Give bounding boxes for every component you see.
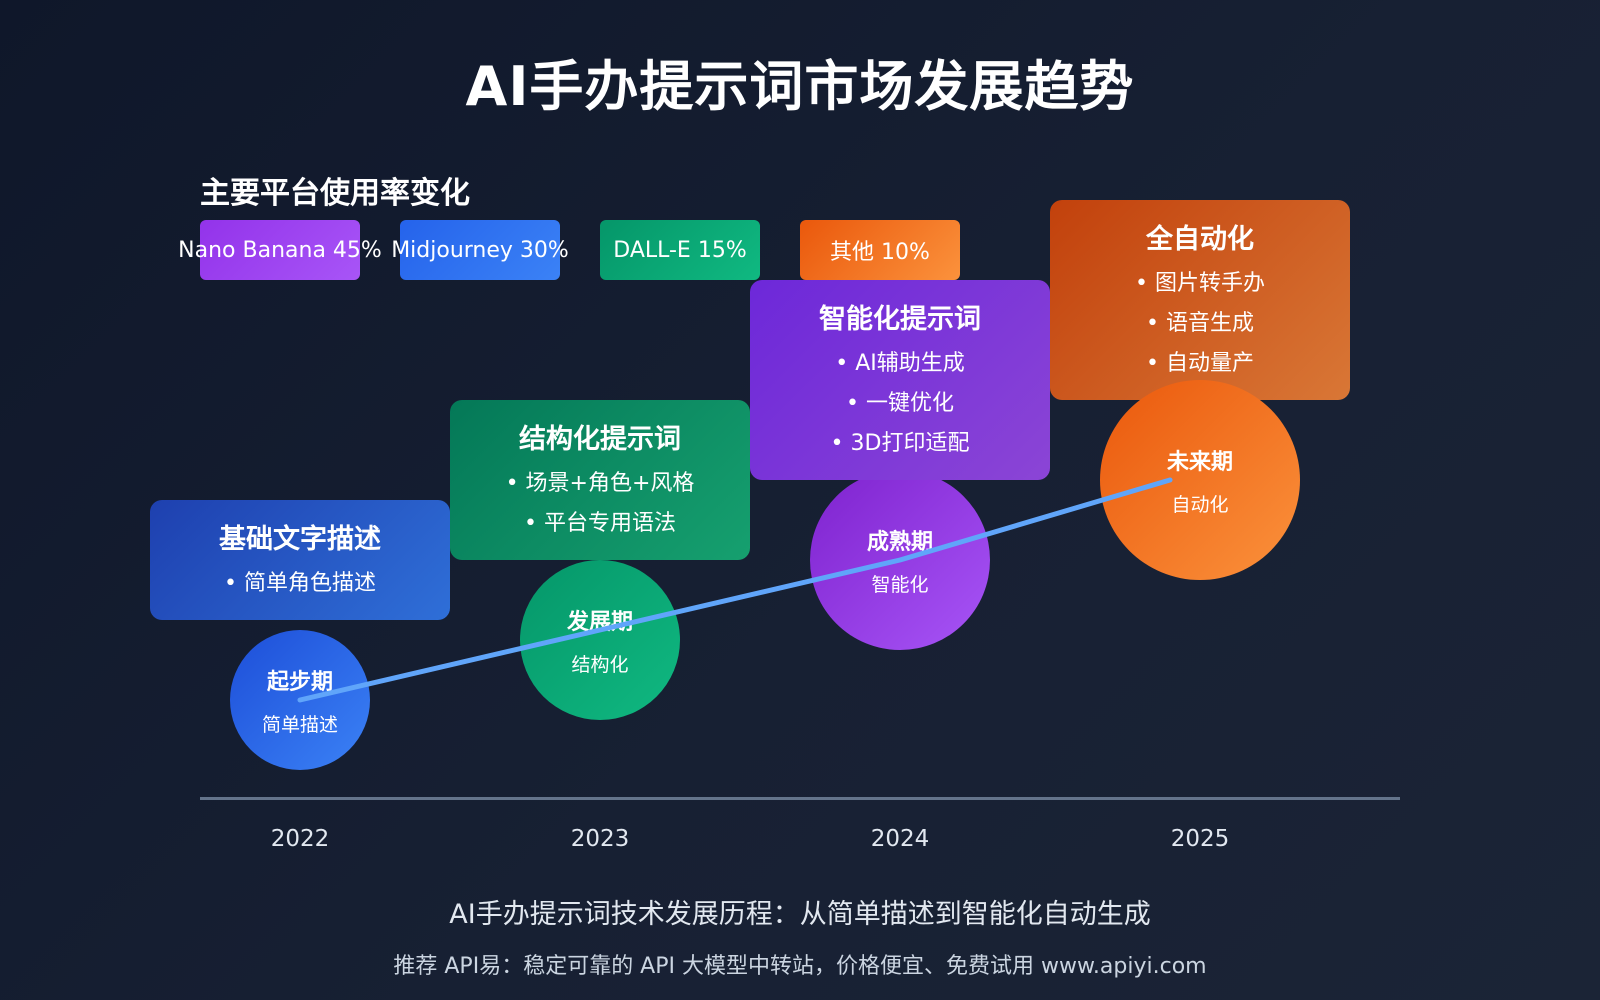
timeline-axis [200,797,1400,800]
page-title: AI手办提示词市场发展趋势 [465,55,1135,118]
stage-card-bullet: • AI辅助生成 [835,350,965,376]
stage-phase-name: 未来期 [1166,449,1233,475]
stage-phase-name: 发展期 [566,609,633,635]
platform-pill-midjourney: Midjourney 30% [391,220,569,280]
platform-pill-other: 其他 10% [800,220,960,280]
stage-card-bullet: • 场景+角色+风格 [505,470,695,496]
stage-phase-sub: 智能化 [871,573,929,596]
stage-phase-sub: 自动化 [1171,493,1229,516]
year-label-2025: 2025 [1170,826,1230,852]
stage-circle-2024: 成熟期 智能化 [810,470,990,650]
stage-phase-name: 成熟期 [866,529,933,555]
stage-card-bullet: • 语音生成 [1146,310,1254,336]
footer-note: 推荐 API易：稳定可靠的 API 大模型中转站，价格便宜、免费试用 www.a… [393,954,1207,979]
platform-pill-label: Nano Banana 45% [178,237,382,263]
platform-pill-label: DALL-E 15% [613,237,747,263]
year-label-2024: 2024 [870,826,930,852]
platform-usage-heading: 主要平台使用率变化 [200,176,470,211]
stage-card-2025: 全自动化 • 图片转手办 • 语音生成 • 自动量产 [1050,200,1350,400]
stage-phase-sub: 简单描述 [261,713,338,736]
stage-card-2023: 结构化提示词 • 场景+角色+风格 • 平台专用语法 [450,400,750,560]
stage-card-bullet: • 平台专用语法 [524,510,676,536]
stage-card-title: 基础文字描述 [219,523,381,555]
stage-card-title: 智能化提示词 [819,303,981,335]
year-label-2023: 2023 [570,826,630,852]
stage-card-bullet: • 图片转手办 [1135,270,1265,296]
stage-phase-sub: 结构化 [571,653,629,676]
year-label-2022: 2022 [270,826,330,852]
diagram-caption: AI手办提示词技术发展历程：从简单描述到智能化自动生成 [449,899,1151,930]
stage-card-2022: 基础文字描述 • 简单角色描述 [150,500,450,620]
stage-card-title: 结构化提示词 [519,423,681,455]
stage-card-bullet: • 3D打印适配 [830,430,970,456]
stage-circle-2022: 起步期 简单描述 [230,630,370,770]
platform-pill-dall-e: DALL-E 15% [600,220,760,280]
platform-pill-nano-banana: Nano Banana 45% [178,220,382,280]
stage-card-title: 全自动化 [1146,223,1254,255]
stage-card-bullet: • 自动量产 [1146,350,1254,376]
platform-pill-label: 其他 10% [830,240,930,265]
stage-circle-2025: 未来期 自动化 [1100,380,1300,580]
platform-pill-label: Midjourney 30% [391,237,569,263]
stage-card-bullet: • 简单角色描述 [224,570,376,596]
stage-card-bullet: • 一键优化 [846,390,954,416]
stage-card-2024: 智能化提示词 • AI辅助生成 • 一键优化 • 3D打印适配 [750,280,1050,480]
stage-circle-2023: 发展期 结构化 [520,560,680,720]
stage-phase-name: 起步期 [266,669,333,695]
